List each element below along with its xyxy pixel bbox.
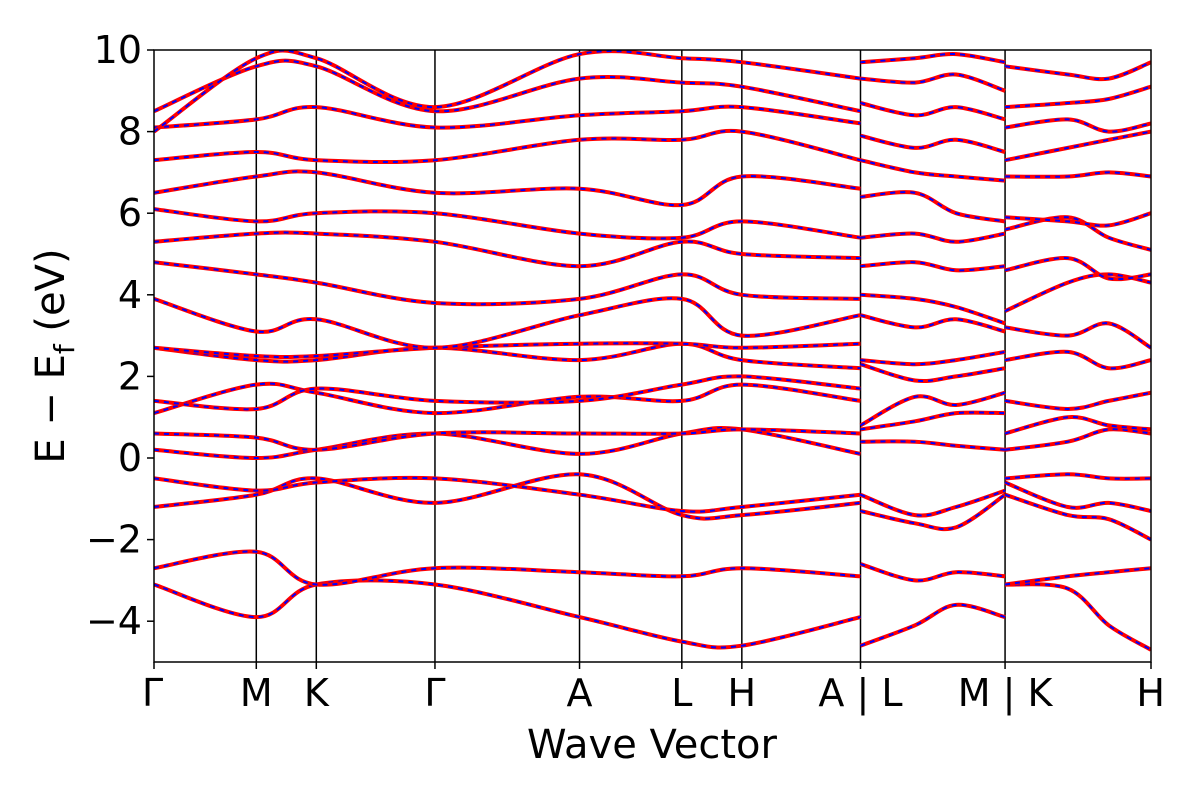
- x-tick-label: H: [728, 671, 757, 715]
- band-line-wannier: [1005, 171, 1151, 178]
- band-line-dft: [1004, 582, 1151, 652]
- band-line-wannier: [860, 232, 1006, 243]
- band-line-dft: [154, 578, 861, 650]
- y-axis-label-main: E − E: [28, 354, 74, 464]
- band-line-dft: [859, 488, 1006, 518]
- y-tick-label: −2: [86, 518, 142, 562]
- band-line-dft: [860, 101, 1006, 122]
- band-line-wannier: [1004, 416, 1151, 435]
- band-line-wannier: [154, 261, 861, 306]
- band-line-dft: [860, 190, 1006, 224]
- x-tick-label: L: [671, 671, 692, 715]
- band-line-dft: [1004, 390, 1151, 411]
- band-line-dft: [859, 602, 1006, 648]
- band-line-wannier: [154, 550, 861, 586]
- y-axis-ticks: −4 −2 0 2 4 6 8 10: [86, 28, 154, 643]
- band-line-dft: [860, 133, 1006, 154]
- band-line-wannier: [1005, 85, 1151, 109]
- y-axis-label-unit: (eV): [28, 248, 74, 344]
- band-line-wannier: [154, 297, 861, 349]
- x-tick-label: M: [240, 671, 273, 715]
- plot-frame: [153, 49, 1152, 663]
- band-line-dft: [154, 104, 861, 130]
- x-tick-label: M | K: [958, 671, 1054, 716]
- band-line-wannier: [860, 350, 1006, 366]
- y-tick-label: 8: [118, 110, 142, 154]
- band-line-dft: [860, 158, 1006, 183]
- x-tick-label: K: [304, 671, 330, 715]
- band-line-dft: [154, 374, 861, 412]
- band-line-dft: [1004, 480, 1151, 513]
- band-line-wannier: [860, 603, 1006, 647]
- band-line-wannier: [860, 411, 1006, 431]
- band-line-dft: [859, 390, 1006, 428]
- band-line-wannier: [154, 231, 861, 268]
- y-tick-label: 6: [118, 191, 142, 235]
- band-line-wannier: [860, 440, 1006, 451]
- band-line-dft: [859, 562, 1006, 583]
- band-line-dft: [1004, 566, 1151, 587]
- band-line-wannier: [860, 261, 1006, 272]
- x-tick-label: A: [567, 671, 593, 715]
- band-line-dft: [154, 207, 861, 241]
- band-line-wannier: [1005, 212, 1151, 227]
- band-line-dft: [860, 313, 1006, 334]
- band-line-dft: [154, 230, 861, 269]
- band-line-dft: [1004, 427, 1151, 452]
- x-tick-label: Γ: [142, 671, 163, 715]
- band-line-dft: [154, 260, 861, 307]
- band-line-wannier: [154, 375, 861, 411]
- band-line-wannier: [154, 105, 861, 129]
- band-line-wannier: [154, 342, 861, 359]
- y-axis-label-subscript: f: [48, 343, 81, 354]
- band-line-wannier: [1004, 257, 1151, 281]
- band-line-dft: [154, 128, 861, 165]
- band-line-wannier: [1005, 473, 1151, 480]
- band-line-wannier: [154, 579, 861, 649]
- y-axis-label: E − Ef (eV): [28, 248, 81, 463]
- band-line-dft: [859, 362, 1006, 383]
- band-line-dft: [1004, 321, 1151, 350]
- band-line-wannier: [860, 159, 1006, 182]
- band-line-dft: [1004, 84, 1151, 110]
- y-tick-label: 2: [118, 354, 142, 398]
- x-tick-label: A | L: [818, 671, 902, 716]
- band-line-wannier: [154, 129, 861, 164]
- band-line-wannier: [154, 382, 861, 415]
- x-tick-label: Γ: [424, 671, 445, 715]
- band-line-wannier: [1004, 322, 1151, 349]
- band-lines: [154, 50, 1151, 652]
- band-line-wannier: [860, 191, 1006, 223]
- band-line-wannier: [860, 391, 1006, 427]
- y-tick-label: 0: [118, 436, 142, 480]
- band-line-dft: [154, 50, 861, 134]
- y-tick-label: 10: [94, 28, 142, 72]
- band-line-wannier: [1004, 493, 1151, 541]
- band-line-wannier: [154, 342, 861, 370]
- band-line-dft: [860, 493, 1007, 532]
- y-tick-label: 4: [118, 273, 142, 317]
- band-line-wannier: [1004, 481, 1151, 512]
- band-line-dft: [860, 72, 1006, 93]
- band-line-wannier: [860, 73, 1006, 92]
- band-line-wannier: [1004, 350, 1151, 370]
- x-axis-label: Wave Vector: [527, 722, 778, 768]
- band-line-wannier: [860, 293, 1006, 325]
- band-line-dft: [154, 472, 861, 521]
- band-line-wannier: [154, 428, 861, 451]
- band-line-wannier: [154, 473, 861, 520]
- kpoint-lines: [255, 50, 1006, 662]
- y-tick-label: −4: [86, 599, 142, 643]
- band-line-dft: [1004, 129, 1151, 163]
- band-line-wannier: [154, 59, 861, 113]
- band-line-wannier: [154, 476, 861, 513]
- band-line-dft: [1004, 60, 1151, 82]
- x-tick-label: H: [1136, 671, 1165, 715]
- band-line-wannier: [154, 170, 861, 207]
- band-line-wannier: [860, 53, 1006, 64]
- band-line-wannier: [1004, 118, 1151, 133]
